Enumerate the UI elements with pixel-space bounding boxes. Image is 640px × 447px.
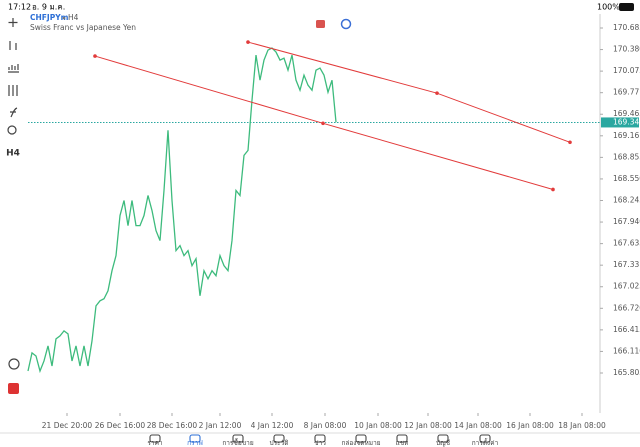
app-logo[interactable] <box>8 383 19 394</box>
x-tick-label: 10 Jan 08:00 <box>354 421 402 430</box>
trendline-handle <box>321 121 325 126</box>
x-tick-label: 26 Dec 16:00 <box>95 421 146 430</box>
last-price-tag <box>601 117 639 128</box>
nav-icon[interactable] <box>149 434 161 443</box>
period: H4 <box>68 13 79 22</box>
timeframe-button[interactable]: H4 <box>6 149 20 159</box>
y-tick-label: 168.245 <box>613 195 640 204</box>
y-tick-label: 169.465 <box>613 109 640 118</box>
separator-dot <box>62 16 66 20</box>
y-tick-label: 166.415 <box>613 325 640 334</box>
y-tick-label: 167.025 <box>613 282 640 291</box>
nav-icon[interactable] <box>396 434 408 443</box>
indicator-tool[interactable] <box>8 64 19 73</box>
nav-label[interactable]: บัญชี <box>436 439 451 447</box>
nav-label[interactable]: กล่องจดหมาย <box>341 439 380 447</box>
status-time: 17:12 <box>8 3 31 12</box>
x-tick-label: 4 Jan 12:00 <box>251 421 294 430</box>
function-tool[interactable] <box>10 107 18 118</box>
x-tick-label: 16 Jan 08:00 <box>506 421 554 430</box>
x-tick-label: 21 Dec 20:00 <box>42 421 93 430</box>
trade-button[interactable] <box>316 20 325 28</box>
y-tick-label: 166.720 <box>613 303 640 312</box>
x-tick-label: 14 Jan 08:00 <box>454 421 502 430</box>
y-tick-label: 168.855 <box>613 152 640 161</box>
y-tick-label: 169.77 <box>613 88 639 97</box>
battery-icon <box>619 3 634 11</box>
left-toolbar <box>7 18 20 370</box>
trendline-handle <box>435 91 439 95</box>
x-tick-label: 18 Jan 08:00 <box>558 421 606 430</box>
y-tick-label: 167.33 <box>613 260 639 269</box>
settings-tool[interactable] <box>8 85 18 96</box>
nav-icon[interactable] <box>189 434 201 443</box>
nav-label[interactable]: กราฟ <box>187 439 203 447</box>
depth-button[interactable] <box>340 18 352 30</box>
nav-label[interactable]: การตั้งค่า <box>472 438 499 447</box>
y-tick-label: 170.685 <box>613 23 640 32</box>
object-tool[interactable] <box>7 125 17 135</box>
trendline-handle <box>93 54 97 58</box>
nav-label[interactable]: ข่าว <box>314 439 326 447</box>
nav-icon[interactable] <box>232 434 244 443</box>
status-battery: 100% <box>597 3 620 12</box>
candle-tool[interactable] <box>9 41 17 50</box>
y-tick-label: 170.075 <box>613 66 640 75</box>
status-date: อ. 9 ม.ค. <box>32 3 65 12</box>
chart-tool[interactable] <box>8 358 20 370</box>
symbol: CHFJPYm <box>30 13 69 22</box>
nav-label[interactable]: ราคา <box>147 439 162 447</box>
trendline-handle <box>246 40 250 44</box>
y-tick-label: 167.635 <box>613 239 640 248</box>
y-tick-label: 167.940 <box>613 217 640 226</box>
crosshair-tool[interactable] <box>8 18 18 27</box>
nav-icon[interactable] <box>273 434 285 443</box>
last-price-label: 169.349 <box>613 117 640 126</box>
x-tick-label: 2 Jan 12:00 <box>199 421 242 430</box>
nav-label[interactable]: แชท <box>396 439 409 447</box>
y-tick-label: 170.380 <box>613 45 640 54</box>
x-tick-label: 8 Jan 08:00 <box>304 421 347 430</box>
nav-label[interactable]: การซื้อขาย <box>222 438 253 447</box>
y-tick-label: 168.550 <box>613 174 640 183</box>
y-tick-label: 169.16 <box>613 131 639 140</box>
y-tick-label: 165.805 <box>613 368 640 377</box>
price-line <box>27 47 337 374</box>
x-tick-label: 12 Jan 08:00 <box>404 421 452 430</box>
trendline-handle <box>568 140 572 145</box>
nav-icon[interactable] <box>479 434 491 443</box>
chart-subtitle: Swiss Franc vs Japanese Yen <box>30 23 136 32</box>
nav-icon[interactable] <box>355 434 367 443</box>
trendline-handle <box>551 187 555 192</box>
y-tick-label: 166.110 <box>613 346 640 355</box>
nav-icon[interactable] <box>314 434 326 443</box>
nav-icon[interactable] <box>437 434 449 443</box>
nav-label[interactable]: ประวัติ <box>270 439 289 447</box>
trendline <box>247 41 571 143</box>
x-tick-label: 28 Dec 16:00 <box>147 421 198 430</box>
